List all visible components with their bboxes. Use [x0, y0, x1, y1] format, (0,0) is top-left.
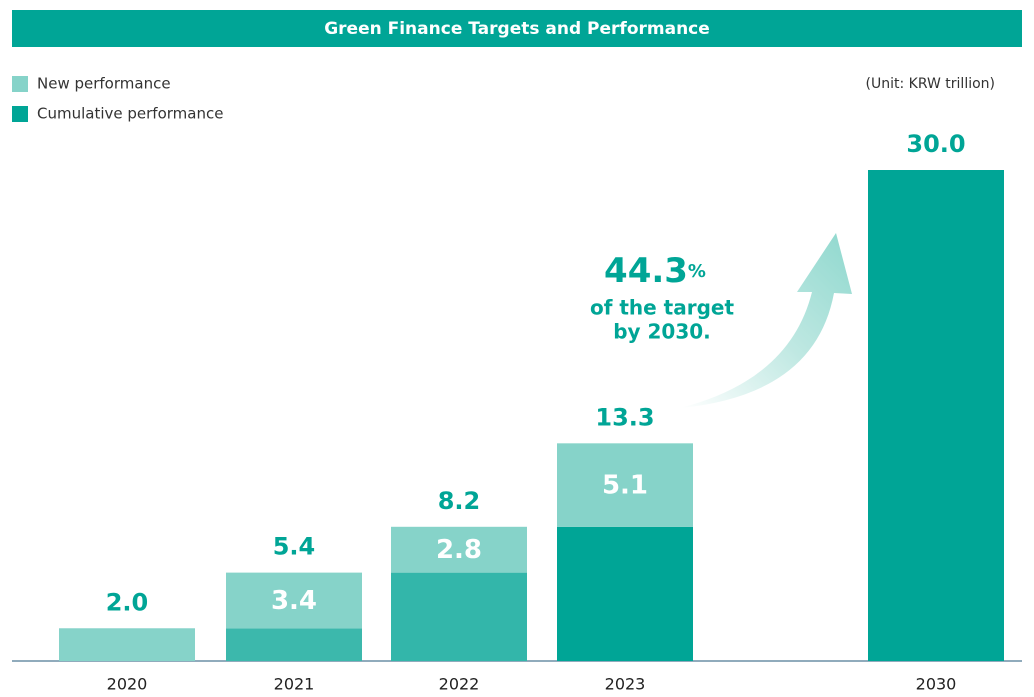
bar-segment: [59, 628, 195, 661]
x-tick-label: 2030: [916, 675, 957, 694]
bar-segment: [868, 170, 1004, 661]
chart-title: Green Finance Targets and Performance: [324, 19, 710, 39]
total-label: 5.4: [273, 533, 316, 561]
legend-swatch: [12, 106, 28, 122]
total-label: 8.2: [438, 487, 481, 515]
x-tick-label: 2022: [439, 675, 480, 694]
legend-label: Cumulative performance: [37, 105, 223, 123]
bar-segment: [557, 443, 693, 527]
bar-segment: [226, 628, 362, 661]
segment-label: 3.4: [271, 586, 317, 616]
x-tick-label: 2020: [107, 675, 148, 694]
bar-segment: [226, 572, 362, 629]
title-banner: [12, 10, 1022, 47]
annotation-line: of the target: [590, 296, 735, 320]
annotation-value: 44.3%: [604, 251, 706, 291]
annotation-unit: %: [688, 261, 706, 282]
total-label: 30.0: [906, 130, 965, 158]
x-tick-label: 2021: [274, 675, 315, 694]
annotation-line: by 2030.: [613, 320, 711, 344]
total-label: 2.0: [106, 588, 149, 616]
annotation-number: 44.3: [604, 251, 688, 291]
legend-label: New performance: [37, 75, 171, 93]
legend-swatch: [12, 76, 28, 92]
unit-note: (Unit: KRW trillion): [866, 76, 995, 92]
x-tick-label: 2023: [605, 675, 646, 694]
bar-segment: [557, 526, 693, 661]
segment-label: 5.1: [602, 471, 648, 501]
bar-segment: [391, 572, 527, 661]
arrow: [680, 233, 852, 408]
segment-label: 2.8: [436, 535, 482, 565]
total-label: 13.3: [595, 403, 654, 431]
bar-segment: [391, 526, 527, 573]
